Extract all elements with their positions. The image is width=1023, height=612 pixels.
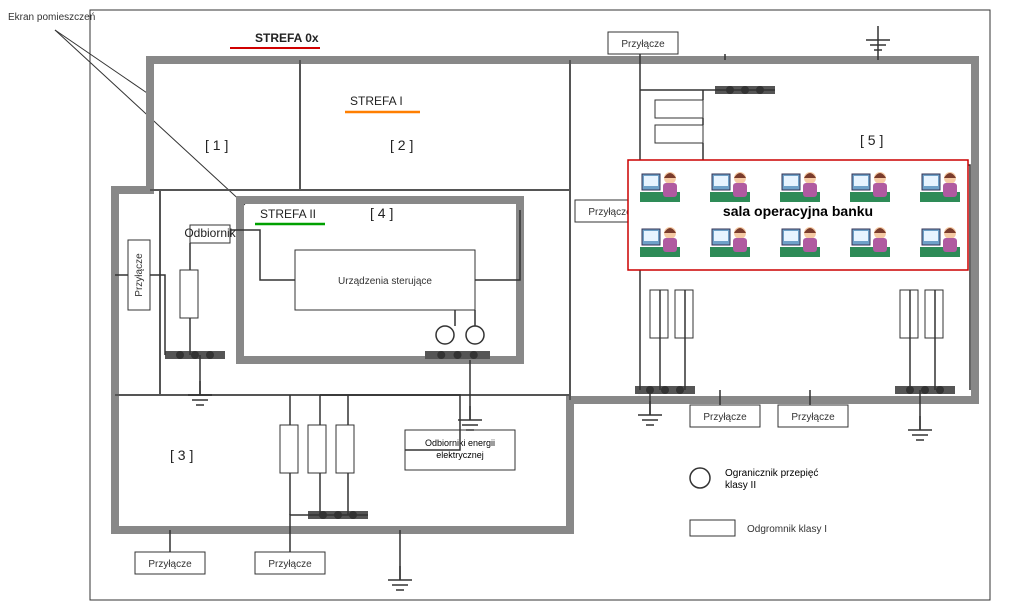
workstation-icon bbox=[850, 227, 890, 257]
strefa-0-label: STREFA 0x bbox=[255, 31, 319, 45]
wire bbox=[150, 275, 165, 355]
bar-node bbox=[191, 351, 199, 359]
arrester-rect bbox=[650, 290, 668, 338]
limiter-circle bbox=[436, 326, 454, 344]
arrester-rect bbox=[280, 425, 298, 473]
legend-rect-icon bbox=[690, 520, 735, 536]
workstation-icon bbox=[640, 172, 680, 202]
strefa-2-label: STREFA II bbox=[260, 207, 316, 221]
przylacze-label: Przyłącze bbox=[148, 559, 192, 570]
arrester-rect bbox=[900, 290, 918, 338]
arrester-rect bbox=[336, 425, 354, 473]
workstation-icon bbox=[850, 172, 890, 202]
workstation-icon bbox=[920, 172, 960, 202]
bar-node bbox=[176, 351, 184, 359]
bank-hall-label: sala operacyjna banku bbox=[723, 203, 873, 219]
bar-node bbox=[921, 386, 929, 394]
przylacze-label: Przyłącze bbox=[703, 412, 747, 423]
bar-node bbox=[936, 386, 944, 394]
control-box-label: Urządzenia sterujące bbox=[338, 276, 432, 287]
outer-frame bbox=[90, 10, 990, 600]
bar-node bbox=[661, 386, 669, 394]
arrester-rect bbox=[655, 125, 703, 143]
room-4: [ 4 ] bbox=[370, 205, 393, 221]
bar-node bbox=[454, 351, 462, 359]
shield-label: Ekran pomieszczeń bbox=[8, 12, 95, 23]
bar-node bbox=[676, 386, 684, 394]
przylacze-label: Przyłącze bbox=[268, 559, 312, 570]
przylacze-label: Przyłącze bbox=[588, 207, 632, 218]
strefa-1-label: STREFA I bbox=[350, 94, 403, 108]
legend-circle-icon bbox=[690, 468, 710, 488]
room-2: [ 2 ] bbox=[390, 137, 413, 153]
legend-circle-label: Ogranicznik przepięćklasy II bbox=[725, 468, 818, 491]
workstation-icon bbox=[710, 227, 750, 257]
ground-icon bbox=[638, 401, 662, 425]
ground-icon bbox=[388, 566, 412, 590]
bar-node bbox=[470, 351, 478, 359]
arrester-rect bbox=[655, 100, 703, 118]
przylacze-label: Przyłącze bbox=[134, 253, 145, 297]
przylacze-label: Przyłącze bbox=[791, 412, 835, 423]
bar-node bbox=[437, 351, 445, 359]
ground-icon bbox=[458, 406, 482, 430]
bar-node bbox=[206, 351, 214, 359]
legend-rect-label: Odgromnik klasy I bbox=[747, 524, 827, 535]
arrester-rect bbox=[180, 270, 198, 318]
przylacze-label: Przyłącze bbox=[621, 39, 665, 50]
arrester-rect bbox=[925, 290, 943, 338]
workstation-icon bbox=[710, 172, 750, 202]
workstation-icon bbox=[780, 172, 820, 202]
room-5: [ 5 ] bbox=[860, 132, 883, 148]
workstation-icon bbox=[640, 227, 680, 257]
room-1: [ 1 ] bbox=[205, 137, 228, 153]
odbiornik-label: Odbiornik bbox=[184, 226, 236, 240]
limiter-circle bbox=[466, 326, 484, 344]
wire bbox=[475, 210, 520, 280]
room-3: [ 3 ] bbox=[170, 447, 193, 463]
workstation-icon bbox=[780, 227, 820, 257]
arrester-rect bbox=[308, 425, 326, 473]
ground-icon bbox=[188, 381, 212, 405]
workstation-icon bbox=[920, 227, 960, 257]
leader-line bbox=[55, 30, 150, 95]
arrester-rect bbox=[675, 290, 693, 338]
ground-icon bbox=[908, 416, 932, 440]
